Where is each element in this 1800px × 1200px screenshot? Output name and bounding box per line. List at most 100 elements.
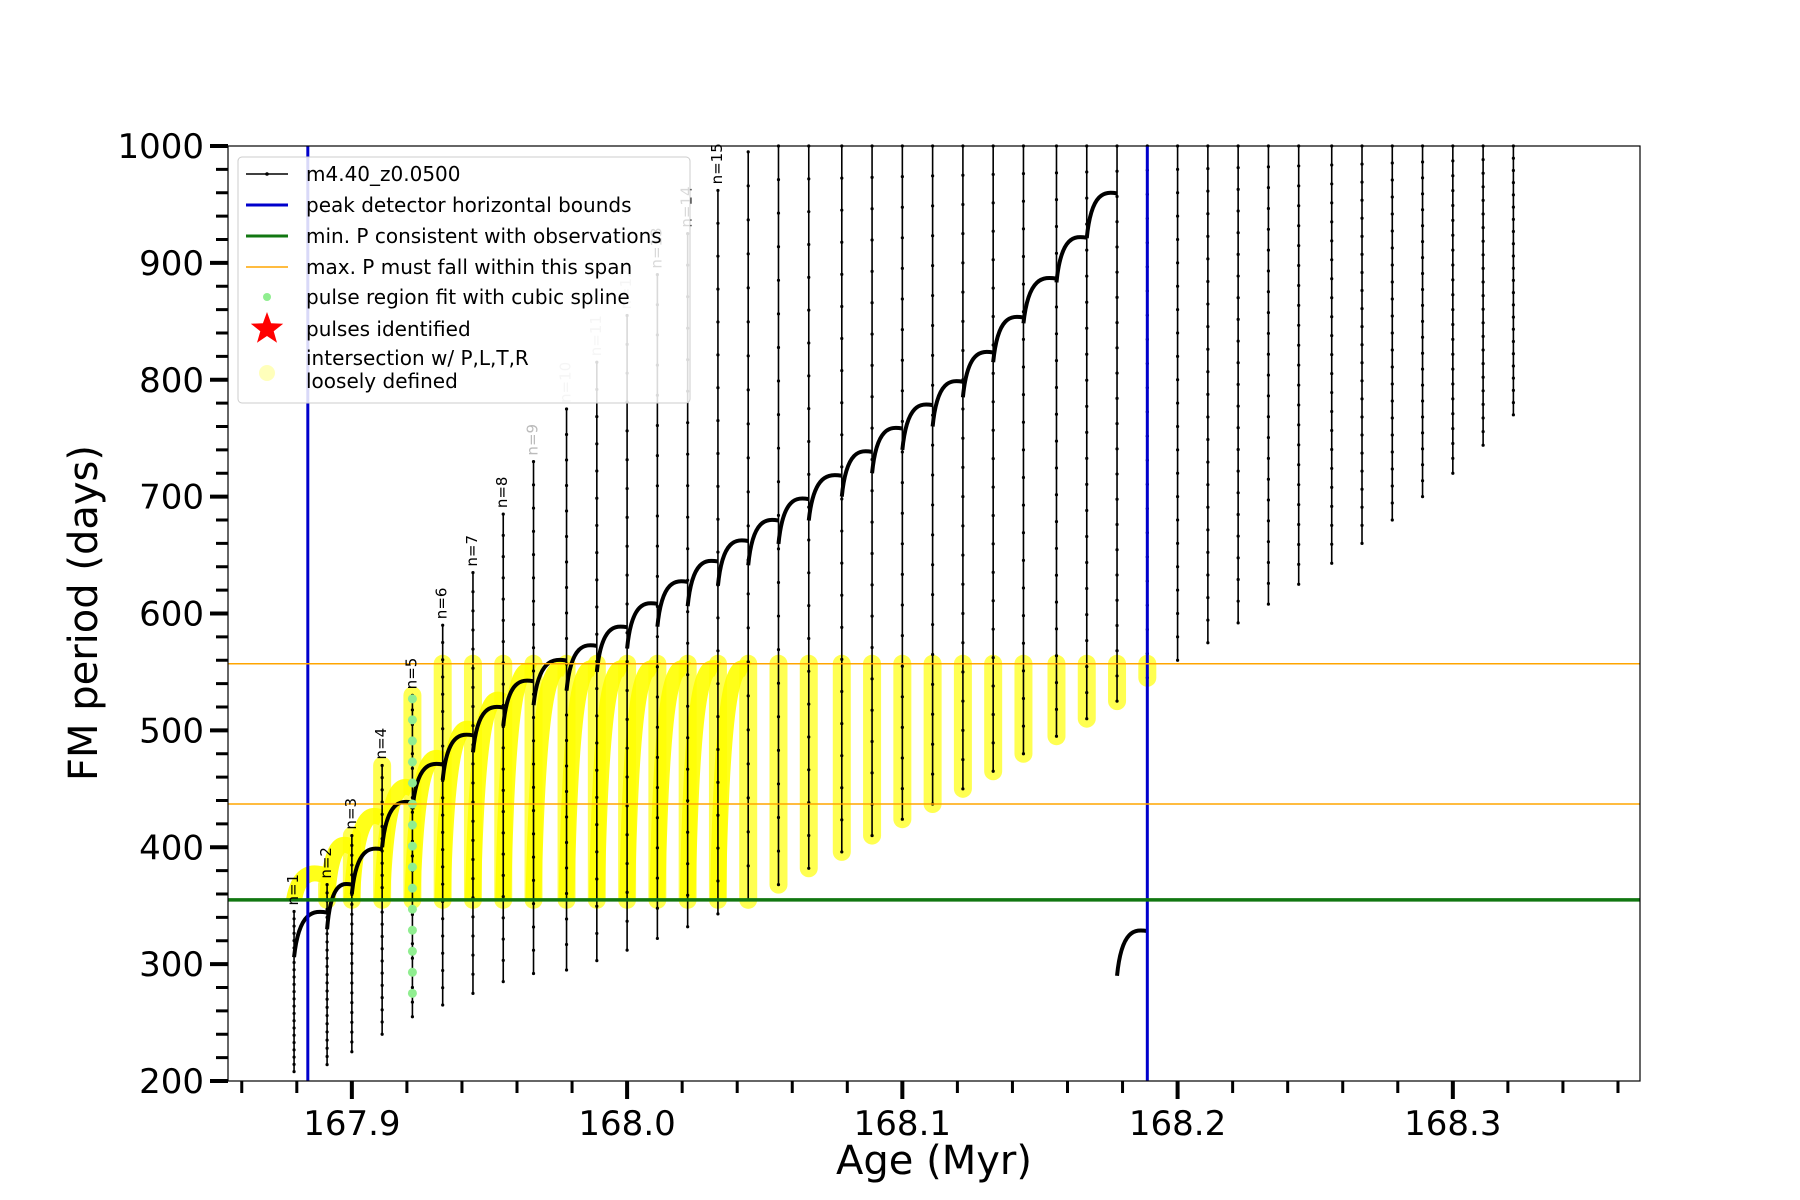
- pulse-point: [564, 917, 569, 921]
- pulse-point: [1236, 339, 1240, 343]
- pulse-point: [655, 936, 659, 941]
- y-tick-label: 1000: [117, 127, 204, 167]
- pulse-point: [840, 176, 844, 180]
- pulse-point: [501, 916, 505, 920]
- pulse-point: [1297, 244, 1301, 248]
- pulse-point: [441, 640, 445, 645]
- pulse-point: [746, 252, 750, 256]
- pulse-point: [350, 1050, 354, 1054]
- pulse-point: [625, 919, 629, 923]
- pulse-point: [292, 1048, 296, 1052]
- pulse-point: [441, 934, 445, 938]
- pulse-point: [900, 725, 904, 730]
- pulse-point: [441, 1003, 445, 1007]
- pulse-point: [1330, 239, 1334, 243]
- pulse-point: [807, 866, 811, 870]
- spline-point: [407, 757, 417, 767]
- pulse-point: [501, 810, 505, 814]
- pulse-point: [900, 297, 904, 301]
- pulse-point: [1451, 218, 1455, 222]
- pulse-point: [961, 641, 965, 645]
- pulse-point: [931, 174, 935, 178]
- pulse-point: [380, 934, 384, 939]
- pulse-point: [1451, 367, 1455, 371]
- pulse-point: [1021, 227, 1026, 231]
- pulse-point: [1420, 415, 1425, 419]
- pulse-point: [991, 627, 995, 631]
- pulse-point: [350, 932, 354, 936]
- pulse-point: [1451, 427, 1455, 431]
- pulse-point: [1054, 251, 1059, 255]
- pulse-point: [531, 902, 536, 906]
- pulse-point: [1420, 240, 1425, 244]
- interpulse-arch: [1084, 190, 1118, 239]
- interpulse-arch: [440, 732, 474, 781]
- pulse-point: [870, 739, 874, 744]
- pulse-point: [776, 379, 781, 383]
- pulse-point: [1054, 680, 1059, 685]
- pulse-point: [900, 450, 904, 454]
- pulse-point: [1206, 279, 1210, 284]
- pulse-point: [350, 1020, 354, 1024]
- pulse-point: [1297, 263, 1301, 268]
- pulse-point: [531, 855, 536, 859]
- pulse-point: [655, 423, 659, 428]
- pulse-point: [1330, 390, 1334, 395]
- pulse-point: [595, 523, 599, 528]
- pulse-point: [1451, 174, 1455, 178]
- pulse-point: [840, 272, 844, 276]
- pulse-6: [441, 623, 445, 1007]
- pulse-point: [1085, 352, 1089, 356]
- pulse-point: [1115, 295, 1119, 300]
- pulse-point: [1206, 550, 1210, 555]
- pulse-point: [746, 422, 750, 426]
- pulse-point: [746, 728, 750, 732]
- pulse-point: [840, 208, 844, 212]
- intersection-arch: [404, 749, 447, 901]
- pulse-point: [501, 597, 505, 601]
- pulse-point: [1236, 382, 1240, 387]
- pulse-point: [441, 882, 445, 886]
- spline-point: [407, 715, 417, 725]
- pulse-point: [1390, 433, 1394, 437]
- pulse-point: [1236, 599, 1240, 603]
- pulse-point: [807, 768, 811, 772]
- pulse-point: [1511, 339, 1515, 344]
- pulse-point: [1085, 482, 1089, 487]
- pulse-point: [686, 484, 690, 488]
- pulse-point: [1085, 430, 1089, 434]
- pulse-point: [1266, 352, 1271, 356]
- intersection-arch: [374, 778, 416, 901]
- pulse-point: [471, 876, 475, 881]
- pulse-point: [931, 204, 935, 208]
- pulse-point: [625, 804, 629, 808]
- interpulse-arch: [930, 379, 964, 427]
- pulse-point: [1085, 612, 1089, 617]
- pulse-point: [441, 727, 445, 731]
- pulse-point: [840, 721, 844, 726]
- pulse-point: [1511, 266, 1515, 270]
- pulse-point: [1054, 546, 1059, 551]
- pulse-point: [441, 986, 445, 990]
- pulse-point: [870, 395, 874, 399]
- pulse-point: [840, 433, 844, 437]
- pulse-point: [1390, 263, 1394, 267]
- pulse-point: [655, 725, 659, 729]
- spline-point: [407, 883, 417, 893]
- pulse-point: [625, 890, 629, 895]
- pulse-point: [1390, 467, 1394, 471]
- pulse-point: [1451, 456, 1455, 460]
- pulse-point: [531, 971, 536, 976]
- pulse-point: [1297, 323, 1301, 327]
- pulse-36: [1360, 144, 1364, 545]
- pulse-point: [900, 572, 904, 577]
- pulse-point: [1451, 412, 1455, 416]
- pulse-point: [991, 457, 995, 461]
- pulse-point: [1175, 378, 1180, 382]
- pulse-point: [1481, 280, 1485, 284]
- pulse-point: [931, 264, 935, 268]
- pulse-point: [900, 695, 904, 699]
- pulse-point: [501, 980, 505, 984]
- pulse-point: [716, 747, 720, 752]
- pulse-point: [776, 413, 781, 417]
